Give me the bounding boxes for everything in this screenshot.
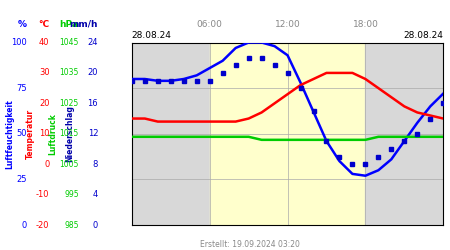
Text: -10: -10 <box>36 190 50 199</box>
Text: 0: 0 <box>93 220 98 230</box>
Text: 0: 0 <box>44 160 50 169</box>
Text: mm/h: mm/h <box>70 20 98 29</box>
Text: 985: 985 <box>64 220 79 230</box>
Text: 1015: 1015 <box>59 129 79 138</box>
Text: 4: 4 <box>93 190 98 199</box>
Text: 1035: 1035 <box>59 68 79 78</box>
Text: Luftfeuchtigkeit: Luftfeuchtigkeit <box>5 99 14 169</box>
Text: hPa: hPa <box>60 20 79 29</box>
Text: 995: 995 <box>64 190 79 199</box>
Text: °C: °C <box>38 20 50 29</box>
Text: Temperatur: Temperatur <box>26 109 35 159</box>
Text: 8: 8 <box>93 160 98 169</box>
Text: 28.08.24: 28.08.24 <box>132 31 172 40</box>
Text: 10: 10 <box>39 129 50 138</box>
Text: 100: 100 <box>11 38 27 47</box>
Text: %: % <box>18 20 27 29</box>
Text: 1045: 1045 <box>59 38 79 47</box>
Text: 24: 24 <box>88 38 98 47</box>
Text: 06:00: 06:00 <box>197 20 223 29</box>
Text: 28.08.24: 28.08.24 <box>403 31 443 40</box>
Bar <box>210 42 365 225</box>
Text: 75: 75 <box>16 84 27 92</box>
Text: 12:00: 12:00 <box>274 20 301 29</box>
Text: Erstellt: 19.09.2024 03:20: Erstellt: 19.09.2024 03:20 <box>200 240 300 248</box>
Text: -20: -20 <box>36 220 50 230</box>
Text: 50: 50 <box>17 129 27 138</box>
Text: 16: 16 <box>87 99 98 108</box>
Text: 12: 12 <box>88 129 98 138</box>
Text: Luftdruck: Luftdruck <box>49 113 58 155</box>
Text: Niederschlag: Niederschlag <box>65 105 74 162</box>
Text: 1025: 1025 <box>59 99 79 108</box>
Text: 0: 0 <box>22 220 27 230</box>
Text: 30: 30 <box>39 68 50 78</box>
Text: 20: 20 <box>88 68 98 78</box>
Text: 25: 25 <box>17 175 27 184</box>
Text: 40: 40 <box>39 38 50 47</box>
Bar <box>365 42 443 225</box>
Text: 1005: 1005 <box>59 160 79 169</box>
Text: 18:00: 18:00 <box>352 20 378 29</box>
Bar <box>132 42 210 225</box>
Text: 20: 20 <box>39 99 50 108</box>
